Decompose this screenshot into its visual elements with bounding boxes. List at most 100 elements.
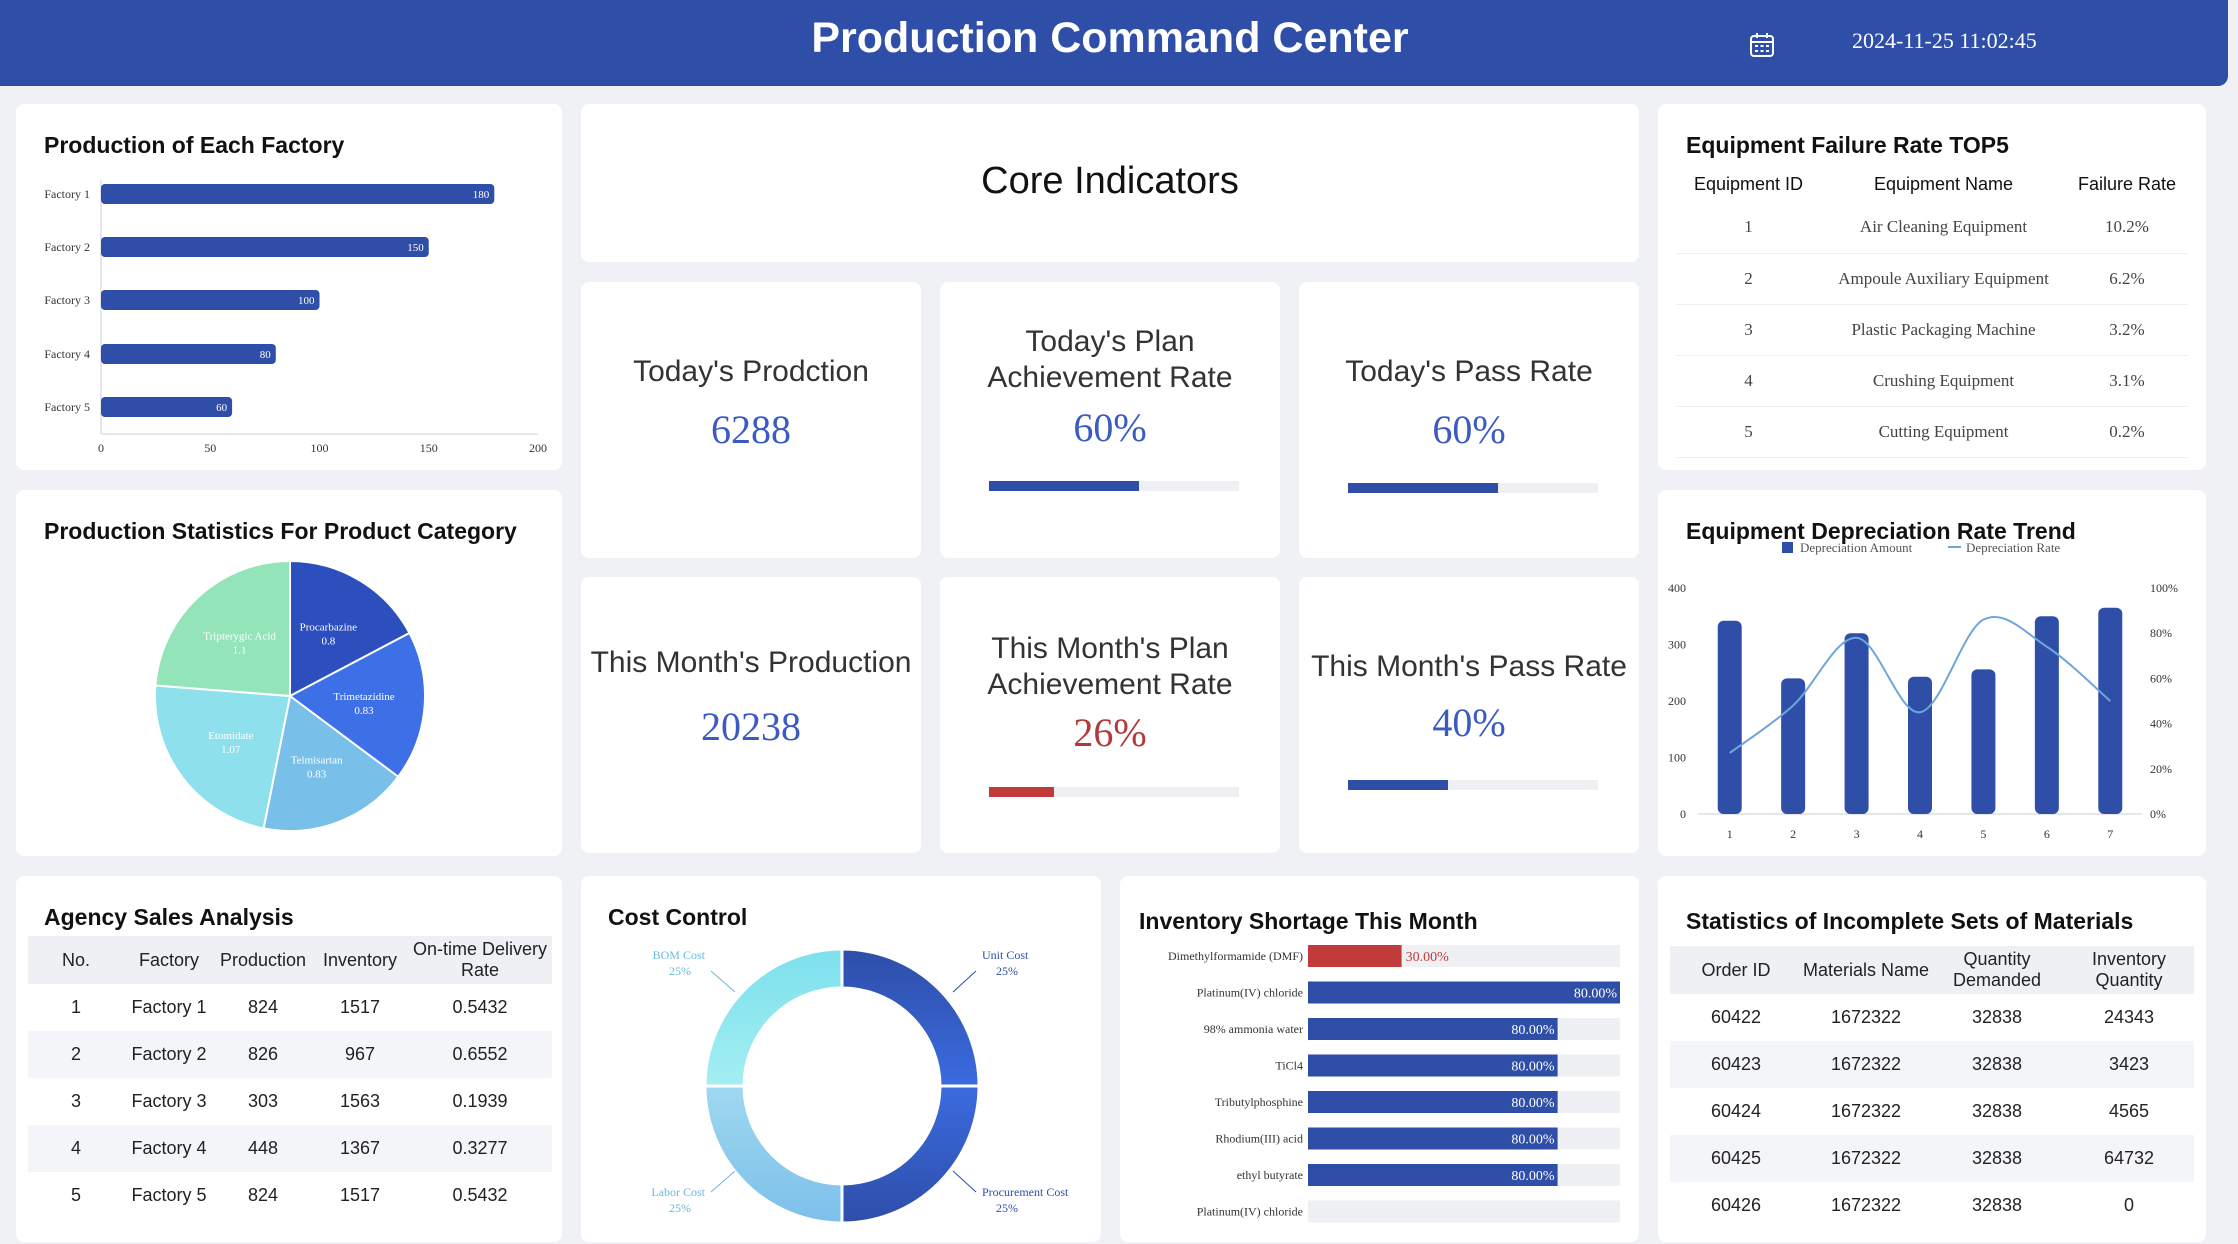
x-tick-label: 2: [1790, 827, 1796, 841]
x-tick-label: 3: [1854, 827, 1860, 841]
category-label: Dimethylformamide (DMF): [1168, 949, 1303, 963]
bar-value-label: 180: [473, 189, 490, 201]
label-leader-line: [710, 1170, 736, 1193]
table-cell: 4: [1676, 355, 1821, 407]
slice-value: 0.83: [354, 705, 374, 717]
y-left-tick-label: 200: [1668, 694, 1686, 708]
table-row: 1 Factory 1 824 1517 0.5432: [28, 984, 552, 1031]
kpi-value: 60%: [1432, 407, 1506, 452]
table-cell: 3: [1676, 304, 1821, 356]
materials-card: Statistics of Incomplete Sets of Materia…: [1658, 876, 2206, 1242]
table-cell: 3: [70, 1091, 81, 1111]
bar: [101, 290, 320, 310]
table-cell: 448: [214, 1125, 312, 1172]
inventory-shortage-chart: Dimethylformamide (DMF) 30.00% Platinum(IV…: [1168, 945, 1620, 1223]
kpi-value: 26%: [1073, 710, 1147, 755]
calendar-icon: [1750, 33, 1774, 57]
bar: [2098, 607, 2123, 814]
bar: [1308, 1164, 1558, 1186]
table-cell: Factory 5: [131, 1185, 207, 1205]
card-title: Equipment Failure Rate TOP5: [1686, 132, 2009, 158]
table-cell: 1367: [312, 1125, 408, 1172]
table-cell: Factory 3: [131, 1091, 207, 1111]
table-cell: 60426: [1710, 1195, 1762, 1215]
table-cell: 4565: [2108, 1101, 2150, 1121]
table-cell: 0: [2123, 1195, 2134, 1215]
category-label: ethyl butyrate: [1237, 1168, 1303, 1182]
y-right-tick-label: 20%: [2150, 762, 2172, 776]
table-cell: 824: [247, 997, 279, 1017]
column-header: Inventory Quantity: [2064, 946, 2194, 994]
header-bar: Production Command Center 2024-11-25 11:…: [0, 0, 2228, 86]
kpi-label-line1: This Month's Plan: [991, 632, 1229, 665]
bar: [2034, 616, 2059, 814]
category-label: Factory 5: [44, 400, 90, 414]
table-row: 60422 1672322 32838 24343: [1670, 994, 2194, 1041]
x-tick-label: 200: [529, 441, 547, 455]
failure-rate-card: Equipment Failure Rate TOP5 Equipment ID…: [1658, 104, 2206, 470]
table-cell: 1672322: [1802, 1135, 1930, 1182]
label-leader-line: [710, 970, 736, 993]
table-cell: 4: [28, 1125, 124, 1172]
table-cell: 5: [1676, 406, 1821, 458]
table-cell: 60425: [1670, 1135, 1802, 1182]
progress-track: [989, 787, 1239, 797]
table-cell: 1: [70, 997, 81, 1017]
factory-production-chart: Factory 1 180 Factory 2 150 Factory 3 100 Fact…: [44, 180, 547, 455]
slice-label: Tripterygic Acid: [203, 630, 276, 642]
table-cell: 1672322: [1830, 1101, 1902, 1121]
column-header: Failure Rate: [2077, 173, 2177, 194]
table-cell: 0.2%: [2066, 406, 2188, 458]
pie-slice: [154, 559, 291, 698]
depreciation-card: Equipment Depreciation Rate Trend Deprec…: [1658, 490, 2206, 856]
inventory-shortage-card: Inventory Shortage This Month Dimethylfo…: [1120, 876, 1639, 1242]
kpi-value: 40%: [1432, 700, 1506, 745]
category-label: Factory 3: [44, 293, 90, 307]
table-cell: 0.5432: [452, 1185, 508, 1205]
bar: [101, 397, 233, 417]
table-row: 1 Air Cleaning Equipment 10.2%: [1676, 202, 2188, 254]
legend-label: Depreciation Rate: [1966, 540, 2060, 555]
x-tick-label: 100: [311, 441, 329, 455]
table-cell: 967: [312, 1031, 408, 1078]
x-tick-label: 6: [2044, 827, 2050, 841]
bar: [1308, 1054, 1558, 1077]
table-cell: 0.6552: [408, 1031, 552, 1078]
progress-fill: [1348, 780, 1448, 790]
slice-value: 0.83: [307, 768, 327, 780]
table-cell: 60422: [1710, 1007, 1762, 1027]
bar: [1308, 1127, 1558, 1150]
core-indicators-title: Core Indicators: [981, 160, 1239, 202]
table-cell: 32838: [1971, 1195, 2023, 1215]
table-cell: 60423: [1670, 1041, 1802, 1088]
table-cell: 3423: [2064, 1041, 2194, 1088]
slice-value: 1.07: [221, 744, 241, 756]
pie-slice: [288, 631, 426, 779]
x-tick-label: 1: [1727, 827, 1733, 841]
bar: [1844, 633, 1869, 814]
bar-value-label: 150: [407, 242, 424, 254]
column-header: Quantity Demanded: [1930, 946, 2064, 994]
card-title: Equipment Depreciation Rate Trend: [1686, 518, 2076, 544]
progress-fill: [989, 787, 1054, 797]
factory-production-card: Production of Each Factory Factory 1 180 F…: [16, 104, 562, 470]
table-row: 60423 1672322 32838 3423: [1670, 1041, 2194, 1088]
bar-value-label: 80.00%: [1511, 1060, 1555, 1075]
table-header-row: No. Factory Production Inventory On-time…: [28, 936, 552, 984]
category-label: Rhodium(III) acid: [1215, 1132, 1303, 1146]
category-label: Factory 4: [44, 347, 90, 361]
x-tick-label: 0: [98, 441, 104, 455]
column-header: Equipment Name: [1873, 173, 2014, 194]
rate-line: [1729, 615, 2111, 754]
table-cell: 0.5432: [452, 997, 508, 1017]
progress-track: [989, 481, 1239, 491]
category-label: Factory 1: [44, 187, 90, 201]
bar-value-label: 80.00%: [1511, 1133, 1555, 1148]
slice-pct: 25%: [996, 964, 1018, 978]
progress-track: [1348, 780, 1598, 790]
y-left-tick-label: 100: [1668, 751, 1686, 765]
column-header: Equipment ID: [1693, 173, 1804, 194]
card-title: Statistics of Incomplete Sets of Materia…: [1686, 908, 2134, 934]
table-cell: Factory 2: [124, 1031, 214, 1078]
progress-fill: [1348, 483, 1498, 493]
